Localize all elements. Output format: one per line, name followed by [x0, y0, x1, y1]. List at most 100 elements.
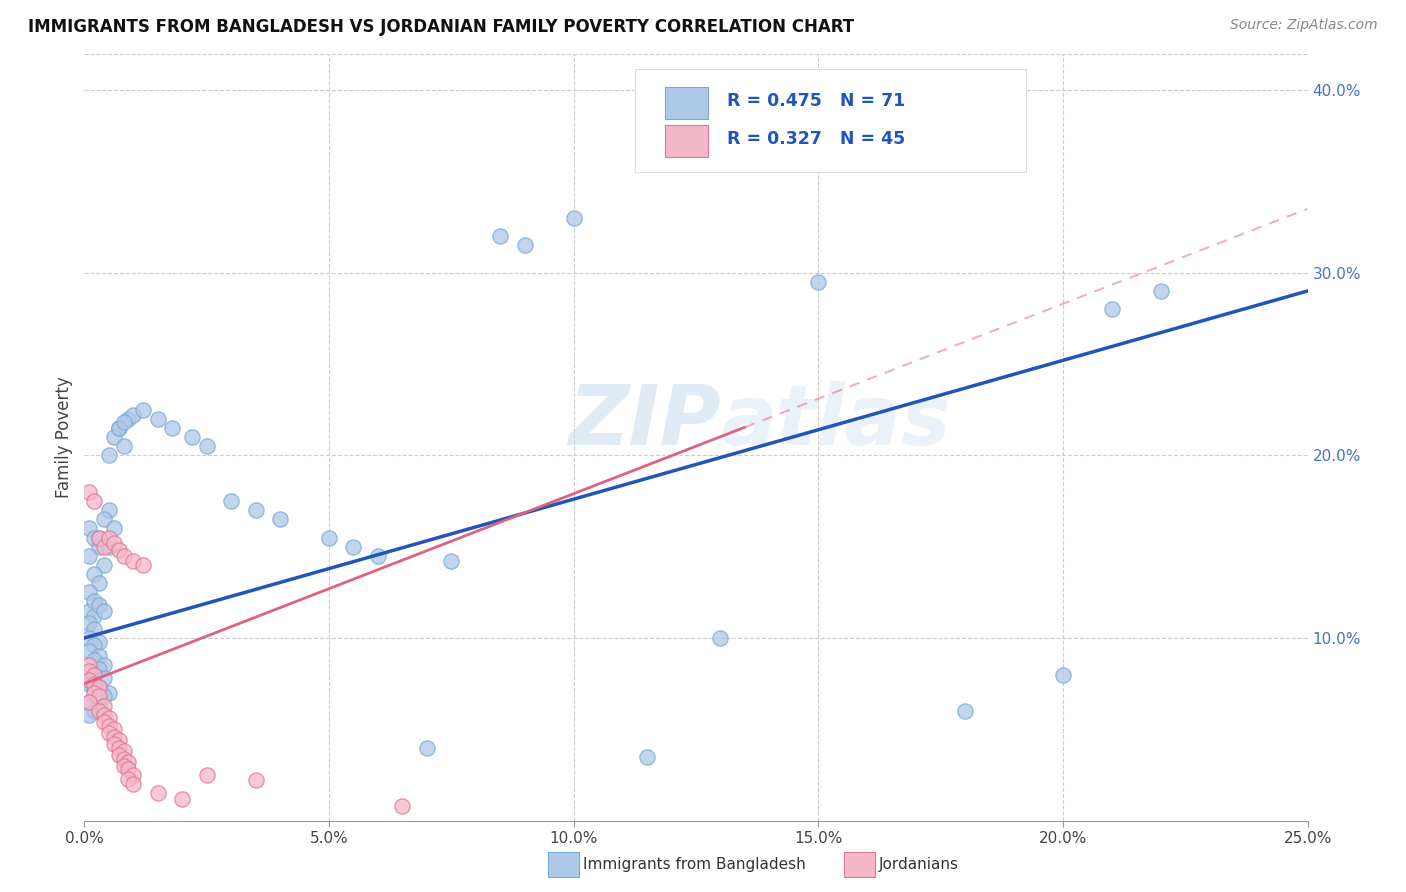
Point: [117, 412, 139, 426]
Point: [181, 430, 204, 444]
Point: [87, 695, 110, 709]
Point: [93, 698, 115, 713]
Point: [219, 494, 242, 508]
Point: [132, 402, 155, 417]
Text: R = 0.475   N = 71: R = 0.475 N = 71: [727, 92, 905, 110]
Point: [87, 681, 110, 695]
Point: [513, 238, 536, 252]
Point: [97, 719, 120, 733]
Point: [77, 664, 100, 678]
Point: [562, 211, 585, 225]
Y-axis label: Family Poverty: Family Poverty: [55, 376, 73, 498]
Point: [122, 777, 145, 791]
Point: [93, 671, 115, 685]
Point: [245, 503, 267, 517]
Point: [107, 747, 129, 762]
Point: [77, 585, 100, 599]
Point: [1101, 302, 1123, 317]
Point: [195, 768, 218, 782]
Point: [342, 540, 364, 554]
Point: [440, 554, 463, 568]
Point: [97, 540, 120, 554]
Point: [83, 567, 105, 582]
Point: [97, 448, 120, 462]
Bar: [665, 125, 709, 157]
Point: [87, 531, 110, 545]
Point: [709, 631, 731, 645]
Point: [318, 531, 340, 545]
Point: [953, 704, 976, 718]
Point: [103, 521, 125, 535]
Point: [93, 707, 115, 722]
Point: [636, 749, 658, 764]
Point: [162, 421, 184, 435]
Point: [77, 631, 100, 645]
Point: [83, 594, 105, 608]
Point: [93, 604, 115, 618]
Point: [77, 676, 100, 690]
Point: [93, 690, 115, 704]
Text: IMMIGRANTS FROM BANGLADESH VS JORDANIAN FAMILY POVERTY CORRELATION CHART: IMMIGRANTS FROM BANGLADESH VS JORDANIAN …: [28, 18, 855, 36]
Point: [132, 558, 155, 572]
Point: [83, 704, 105, 718]
Point: [77, 616, 100, 631]
Point: [1150, 284, 1173, 298]
Point: [112, 759, 135, 773]
Point: [83, 653, 105, 667]
FancyBboxPatch shape: [636, 69, 1026, 172]
Point: [77, 707, 100, 722]
Point: [146, 786, 169, 800]
Point: [103, 536, 125, 550]
Point: [83, 638, 105, 652]
Point: [83, 682, 105, 697]
Point: [122, 408, 145, 422]
Point: [87, 634, 110, 648]
Point: [87, 540, 110, 554]
Point: [83, 494, 105, 508]
Point: [93, 540, 115, 554]
Point: [77, 658, 100, 673]
Point: [107, 421, 129, 435]
Point: [83, 676, 105, 690]
Point: [367, 549, 389, 563]
Point: [93, 658, 115, 673]
Text: R = 0.327   N = 45: R = 0.327 N = 45: [727, 130, 905, 148]
Bar: [665, 87, 709, 119]
Point: [245, 773, 267, 788]
Point: [77, 644, 100, 658]
Point: [83, 667, 105, 681]
Point: [97, 503, 120, 517]
Point: [87, 698, 110, 713]
Point: [112, 416, 135, 430]
Point: [77, 604, 100, 618]
Point: [103, 723, 125, 737]
Point: [117, 772, 139, 786]
Text: atlas: atlas: [720, 381, 950, 462]
Point: [117, 755, 139, 769]
Point: [489, 229, 512, 244]
Point: [807, 275, 830, 289]
Point: [87, 662, 110, 676]
Point: [146, 412, 169, 426]
Point: [172, 791, 194, 805]
Point: [93, 558, 115, 572]
Point: [83, 622, 105, 636]
Point: [77, 521, 100, 535]
Point: [87, 576, 110, 591]
Point: [77, 695, 100, 709]
Point: [93, 512, 115, 526]
Point: [416, 740, 439, 755]
Point: [77, 549, 100, 563]
Point: [97, 711, 120, 725]
Point: [87, 690, 110, 704]
Point: [391, 799, 413, 814]
Point: [1052, 667, 1074, 681]
Text: Source: ZipAtlas.com: Source: ZipAtlas.com: [1230, 18, 1378, 32]
Text: Jordanians: Jordanians: [879, 857, 959, 871]
Point: [112, 751, 135, 765]
Point: [97, 531, 120, 545]
Point: [77, 484, 100, 499]
Point: [107, 421, 129, 435]
Point: [117, 763, 139, 777]
Text: Immigrants from Bangladesh: Immigrants from Bangladesh: [583, 857, 806, 871]
